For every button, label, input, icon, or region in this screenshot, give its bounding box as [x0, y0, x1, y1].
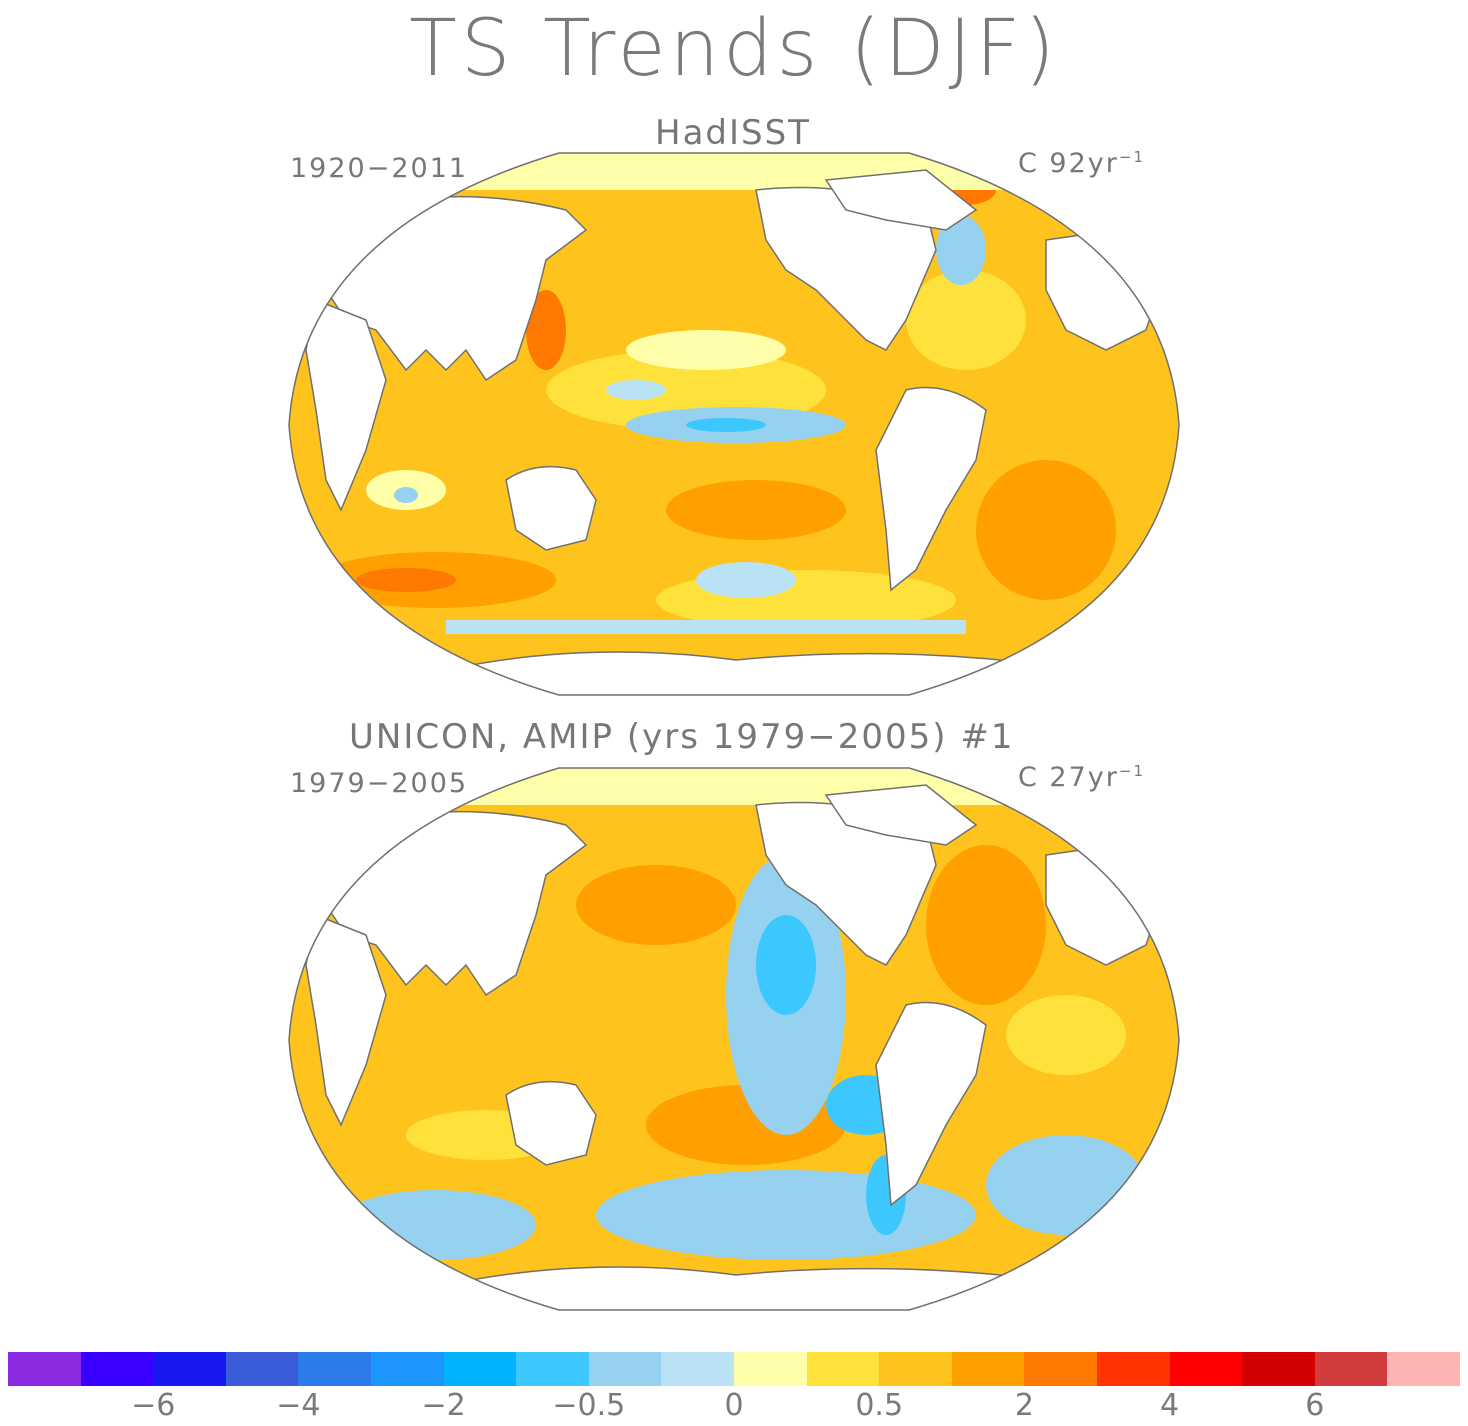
cool-patch: [394, 487, 418, 503]
cool-patch: [986, 1135, 1146, 1235]
colorbar-swatch: [733, 1352, 807, 1386]
colorbar-swatch: [8, 1352, 81, 1386]
cool-patch: [756, 915, 816, 1015]
map-frame: [288, 767, 1180, 1311]
colorbar-tick-label: −6: [131, 1388, 176, 1423]
colorbar-swatch: [370, 1352, 444, 1386]
map-frame: [288, 152, 1180, 696]
panel-2-period: 1979−2005: [290, 768, 469, 799]
panel-2-units: C 27yr−1: [1018, 762, 1145, 793]
unicon-amip-trend-map: [288, 767, 1180, 1311]
colorbar-swatch: [588, 1352, 662, 1386]
africa-land: [305, 913, 387, 1127]
colorbar-swatch: [516, 1352, 589, 1386]
cool-patch: [696, 562, 796, 598]
panel-1-period: 1920−2011: [290, 153, 469, 184]
antarctica-land: [445, 1266, 1047, 1310]
colorbar-swatch: [951, 1352, 1025, 1386]
eurasia-land: [325, 195, 588, 382]
arctic-band: [289, 153, 1179, 190]
colorbar-swatch: [879, 1352, 952, 1386]
colorbar-tick-label: 2: [1014, 1388, 1034, 1423]
colorbar-tick-label: 0: [724, 1388, 744, 1423]
colorbar-swatch: [153, 1352, 226, 1386]
africa-land: [305, 298, 387, 512]
pale-patch: [906, 270, 1026, 370]
south-america-land: [875, 386, 987, 592]
colorbar-swatch: [80, 1352, 154, 1386]
cool-patch: [606, 380, 666, 400]
cool-patch: [936, 215, 986, 285]
panel-1-title: HadISST: [655, 113, 811, 153]
cool-patch: [686, 418, 766, 432]
australia-land: [505, 465, 597, 551]
colorbar-swatch: [298, 1352, 371, 1386]
colorbar-tick-label: 4: [1160, 1388, 1180, 1423]
warm-patch: [356, 568, 456, 592]
colorbar-tick-label: 0.5: [855, 1388, 904, 1423]
colorbar-swatch: [1242, 1352, 1315, 1386]
southern-ocean-band: [446, 620, 966, 634]
warm-patch: [926, 845, 1046, 1005]
hadisst-trend-map: [288, 152, 1180, 696]
panel-1-units: C 92yr−1: [1018, 148, 1145, 179]
panel-2-title: UNICON, AMIP (yrs 1979−2005) #1: [349, 717, 1015, 757]
colorbar-swatch: [1096, 1352, 1170, 1386]
pale-patch: [626, 330, 786, 370]
colorbar-swatch: [1024, 1352, 1097, 1386]
cool-patch: [336, 1190, 536, 1260]
colorbar-swatch: [1314, 1352, 1388, 1386]
south-america-land: [875, 1001, 987, 1207]
colorbar-tick-label: −2: [421, 1388, 466, 1423]
greenland-canada-land: [824, 169, 978, 231]
colorbar-swatch: [1387, 1352, 1460, 1386]
pale-patch: [1006, 995, 1126, 1075]
warm-patch: [526, 290, 566, 370]
colorbar-tick-label: 6: [1305, 1388, 1325, 1423]
warm-patch: [666, 480, 846, 540]
colorbar: [8, 1352, 1460, 1386]
colorbar-swatch: [661, 1352, 734, 1386]
antarctica-land: [445, 651, 1047, 695]
colorbar-swatch: [1169, 1352, 1243, 1386]
colorbar-swatch: [225, 1352, 299, 1386]
cool-patch: [596, 1170, 976, 1260]
colorbar-swatch: [443, 1352, 517, 1386]
warm-patch: [976, 460, 1116, 600]
colorbar-tick-label: −0.5: [552, 1388, 626, 1423]
warm-patch: [576, 865, 736, 945]
arctic-band: [289, 768, 1179, 805]
figure-title: TS Trends (DJF): [409, 4, 1059, 94]
australia-land: [505, 1080, 597, 1166]
eurasia-land: [325, 810, 588, 997]
greenland-canada-land: [824, 784, 978, 846]
colorbar-swatch: [806, 1352, 880, 1386]
colorbar-tick-label: −4: [276, 1388, 321, 1423]
